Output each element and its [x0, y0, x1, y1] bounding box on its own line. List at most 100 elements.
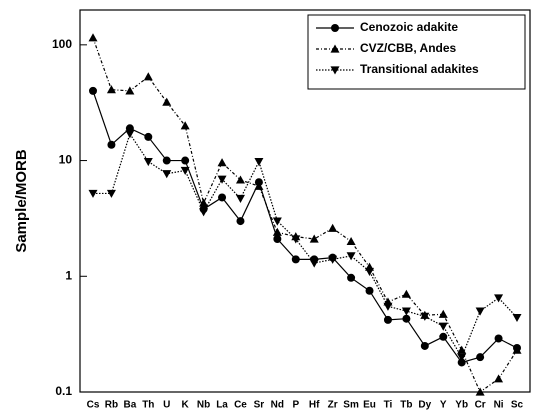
point — [401, 289, 411, 298]
point — [88, 33, 98, 42]
x-tick-label: Ni — [494, 400, 504, 411]
point — [217, 175, 227, 184]
y-tick-label: 0.1 — [55, 384, 72, 398]
x-tick-label: Yb — [455, 400, 468, 411]
point — [273, 234, 282, 243]
x-tick-label: Sc — [511, 400, 524, 411]
point — [476, 353, 485, 362]
x-tick-label: Th — [142, 400, 154, 411]
point — [199, 198, 209, 207]
legend-marker — [330, 66, 340, 75]
legend-box — [307, 14, 526, 90]
point — [383, 315, 392, 324]
x-tick-label: Sm — [343, 400, 359, 411]
point — [347, 273, 356, 282]
point — [162, 97, 172, 106]
point — [457, 345, 467, 354]
point — [346, 236, 356, 246]
point — [475, 387, 485, 396]
point — [512, 313, 522, 323]
x-tick-label: Cs — [87, 400, 100, 411]
point — [125, 130, 135, 139]
point — [291, 235, 301, 244]
plot-frame — [79, 9, 531, 393]
x-tick-label: Ti — [384, 400, 393, 411]
point — [383, 302, 393, 311]
point — [309, 259, 319, 268]
point — [236, 217, 245, 226]
x-tick-label: Ce — [234, 400, 247, 411]
point — [88, 189, 98, 198]
point — [254, 157, 264, 167]
y-axis-label: Sample/MORB — [13, 149, 30, 253]
point — [457, 353, 467, 362]
series-line — [92, 37, 518, 393]
legend-marker — [330, 44, 340, 53]
x-tick-label: P — [292, 400, 299, 411]
y-tick-label: 10 — [59, 153, 73, 167]
x-tick-label: Dy — [418, 400, 431, 411]
point — [438, 309, 448, 318]
x-tick-label: Sr — [254, 400, 265, 411]
point — [125, 86, 135, 95]
point — [254, 181, 264, 190]
point — [475, 307, 485, 316]
x-tick-label: Nb — [197, 400, 210, 411]
x-tick-label: Nd — [271, 400, 284, 411]
point — [420, 312, 430, 321]
point — [309, 234, 319, 243]
point — [494, 334, 503, 343]
point — [512, 345, 522, 354]
point — [328, 223, 338, 232]
point — [144, 132, 153, 141]
point — [143, 72, 153, 81]
point — [107, 140, 116, 149]
point — [106, 85, 116, 94]
x-tick-label: La — [216, 400, 228, 411]
point — [494, 374, 504, 383]
series-line — [93, 132, 518, 359]
point — [272, 227, 282, 236]
point — [162, 156, 171, 165]
point — [420, 341, 429, 350]
y-tick-label: 100 — [52, 37, 72, 51]
point — [457, 358, 466, 367]
x-tick-label: Cr — [475, 400, 486, 411]
point — [199, 208, 209, 217]
point — [439, 332, 448, 341]
x-tick-label: Ba — [123, 400, 136, 411]
point — [180, 121, 190, 130]
legend-label: Transitional adakites — [360, 62, 479, 76]
point — [235, 194, 245, 204]
point — [291, 255, 300, 264]
point — [365, 286, 374, 295]
x-tick-label: Y — [440, 400, 447, 411]
y-tick-label: 1 — [65, 268, 72, 282]
point — [494, 294, 504, 303]
point — [402, 314, 411, 323]
point — [181, 156, 190, 165]
legend-marker — [331, 24, 339, 32]
point — [346, 252, 356, 261]
legend-label: CVZ/CBB, Andes — [360, 41, 457, 55]
series-line — [92, 90, 518, 364]
point — [106, 189, 116, 198]
point — [217, 158, 227, 167]
point — [365, 267, 375, 276]
point — [218, 193, 227, 202]
x-tick-label: Eu — [363, 400, 376, 411]
x-tick-label: Hf — [309, 400, 320, 411]
point — [272, 217, 282, 226]
point — [328, 255, 338, 264]
x-tick-label: Zr — [328, 400, 338, 411]
x-tick-label: U — [163, 400, 170, 411]
point — [235, 175, 245, 184]
point — [89, 86, 97, 95]
point — [401, 307, 411, 316]
point — [180, 166, 190, 176]
point — [438, 322, 448, 331]
x-tick-label: Rb — [105, 400, 118, 411]
point — [162, 170, 172, 179]
point — [143, 157, 153, 167]
